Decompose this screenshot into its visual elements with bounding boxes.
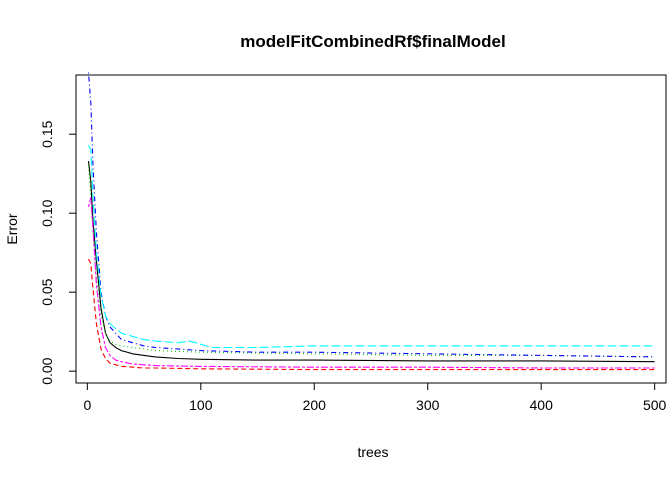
y-axis-label: Error	[4, 213, 20, 244]
x-tick-label: 0	[83, 397, 91, 413]
series-line-4	[87, 72, 655, 358]
x-tick-label: 500	[643, 397, 667, 413]
plot-frame	[75, 74, 667, 384]
x-tick-label: 100	[189, 397, 213, 413]
y-axis: 0.00 0.05 0.10 0.15	[39, 120, 77, 385]
series-line-1	[87, 161, 655, 363]
y-tick-label: 0.10	[39, 199, 55, 226]
y-tick-label: 0.15	[39, 120, 55, 147]
x-axis: 0 100 200 300 400 500	[83, 382, 667, 413]
series-layer	[87, 72, 655, 371]
x-axis-label: trees	[357, 444, 388, 460]
x-tick-label: 300	[416, 397, 440, 413]
x-tick-label: 200	[303, 397, 327, 413]
y-tick-label: 0.00	[39, 357, 55, 384]
chart-title: modelFitCombinedRf$finalModel	[240, 32, 505, 51]
series-line-6	[87, 197, 655, 369]
x-tick-label: 400	[530, 397, 554, 413]
series-line-2	[88, 258, 655, 371]
series-line-3	[87, 165, 655, 358]
series-line-5	[88, 145, 655, 349]
y-tick-label: 0.05	[39, 278, 55, 305]
